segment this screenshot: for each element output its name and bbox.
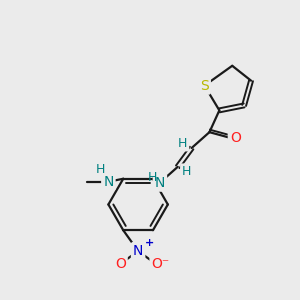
Text: H: H — [96, 163, 105, 176]
Text: +: + — [145, 238, 154, 248]
Text: O⁻: O⁻ — [151, 257, 169, 271]
Text: N: N — [103, 175, 114, 189]
Text: H: H — [147, 171, 157, 184]
Text: O: O — [230, 131, 241, 145]
Text: H: H — [178, 136, 188, 150]
Text: H: H — [182, 165, 191, 178]
Text: S: S — [200, 79, 209, 93]
Text: N: N — [155, 176, 165, 190]
Text: O: O — [115, 257, 126, 271]
Text: N: N — [133, 244, 143, 258]
